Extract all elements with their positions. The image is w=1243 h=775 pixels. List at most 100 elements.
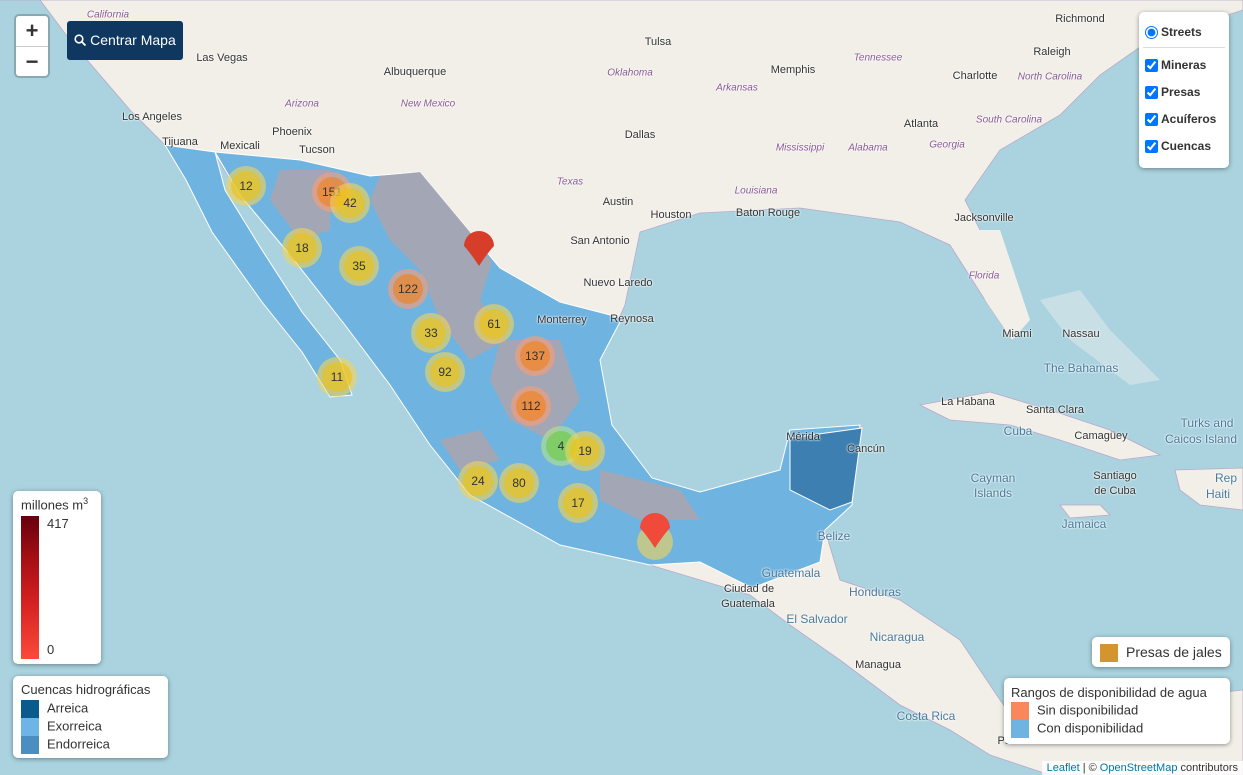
center-map-button[interactable]: Centrar Mapa: [67, 21, 183, 60]
layer-label: Cuencas: [1161, 139, 1212, 153]
place-label: Santiago: [1093, 470, 1137, 482]
layer-label: Acuíferos: [1161, 112, 1217, 126]
marker-cluster[interactable]: 18: [282, 228, 322, 268]
gray-region: [440, 430, 500, 470]
marker-cluster[interactable]: 33: [411, 313, 451, 353]
marker-cluster[interactable]: 42: [330, 183, 370, 223]
leaflet-link[interactable]: Leaflet: [1046, 762, 1080, 774]
swatch: [1100, 644, 1118, 663]
marker-cluster[interactable]: 17: [558, 483, 598, 523]
marker-cluster[interactable]: 80: [499, 463, 539, 503]
osm-link[interactable]: OpenStreetMap: [1099, 762, 1178, 774]
marker-cluster[interactable]: 19: [565, 431, 605, 471]
place-label: Nicaragua: [869, 630, 925, 644]
overlay[interactable]: Presas: [1145, 85, 1200, 99]
cluster-count: 92: [430, 357, 460, 387]
place-label: Nuevo Laredo: [583, 277, 653, 289]
swatch: [21, 718, 39, 736]
checkbox[interactable]: [1145, 112, 1158, 126]
marker-cluster[interactable]: 112: [511, 386, 551, 426]
place-label: Guatemala: [761, 566, 821, 580]
ramp-min: 0: [47, 642, 55, 657]
zoom-out[interactable]: −: [25, 49, 39, 74]
place-label: Jamaica: [1061, 517, 1107, 531]
place-label: Albuquerque: [383, 66, 447, 78]
land-cuba: [918, 391, 1162, 461]
item-label: Endorreica: [47, 736, 110, 752]
radio[interactable]: [1145, 25, 1158, 39]
cluster-count: 122: [393, 274, 423, 304]
item-label: Exorreica: [47, 718, 102, 734]
place-label: Los Angeles: [122, 111, 182, 123]
cluster-count: 112: [516, 391, 546, 421]
place-label: Tennessee: [853, 52, 903, 64]
place-label: Ciudad de: [723, 583, 775, 595]
place-label: Tulsa: [644, 36, 672, 48]
place-label: Arizona: [285, 98, 319, 110]
exponent: 3: [83, 496, 89, 506]
zoom-in[interactable]: +: [16, 16, 48, 47]
place-label: Texas: [556, 176, 584, 188]
button-label: Centrar Mapa: [90, 32, 176, 48]
legend-item: Arreica: [21, 700, 88, 718]
place-label: Florida: [968, 270, 1000, 282]
checkbox[interactable]: [1145, 58, 1158, 72]
place-label: Raleigh: [1033, 46, 1071, 58]
overlay[interactable]: Acuíferos: [1145, 112, 1216, 126]
place-label: Santa Clara: [1025, 404, 1085, 416]
marker-cluster[interactable]: 61: [474, 304, 514, 344]
swatch: [1011, 702, 1029, 720]
cluster-count: 19: [570, 436, 600, 466]
place-label: Houston: [650, 209, 692, 221]
place-label: Tijuana: [162, 136, 198, 148]
cluster-count: 42: [335, 188, 365, 218]
legend-title: Rangos de disponibilidad de agua: [1011, 685, 1207, 700]
place-label: Turks and: [1180, 416, 1234, 430]
cluster-count: 24: [463, 466, 493, 496]
attribution: Leaflet | © OpenStreetMap contributors: [1041, 761, 1243, 775]
place-label: Costa Rica: [896, 709, 956, 723]
place-label: Louisiana: [734, 185, 778, 197]
land-baja: [164, 144, 353, 398]
marker-cluster[interactable]: 92: [425, 352, 465, 392]
marker-cluster[interactable]: 122: [388, 269, 428, 309]
marker-cluster[interactable]: 137: [515, 336, 555, 376]
place-label: Alabama: [848, 142, 888, 154]
cluster-count: 33: [416, 318, 446, 348]
overlay[interactable]: Cuencas: [1145, 139, 1211, 153]
place-label: North Carolina: [1017, 71, 1083, 83]
pin: [464, 231, 494, 266]
place-label: La Habana: [941, 396, 995, 408]
place-label: Cayman: [970, 471, 1016, 485]
legend-title: Cuencas hidrográficas: [21, 682, 151, 697]
marker-cluster[interactable]: 35: [339, 246, 379, 286]
cluster-count: 12: [231, 171, 261, 201]
place-label: Reynosa: [610, 313, 654, 325]
layer-label: Presas: [1161, 85, 1201, 99]
place-label: Phoenix: [272, 126, 312, 138]
land-hispaniola: [1174, 467, 1243, 511]
item-label: Con disponibilidad: [1037, 720, 1144, 736]
title-text: millones m: [21, 497, 84, 513]
cluster-count: 11: [322, 362, 352, 392]
place-label: Miami: [1002, 328, 1032, 340]
overlay[interactable]: Mineras: [1145, 58, 1206, 72]
place-label: Rep: [1214, 471, 1238, 485]
pin: [640, 513, 670, 548]
place-label: Mérida: [786, 431, 820, 443]
search-icon: [74, 34, 87, 47]
layer-label: Mineras: [1161, 58, 1207, 72]
ramp-max: 417: [47, 516, 69, 531]
marker-cluster[interactable]: 11: [317, 357, 357, 397]
availability-legend: Rangos de disponibilidad de agua Sin dis…: [1004, 678, 1230, 744]
checkbox[interactable]: [1145, 139, 1158, 153]
cluster-count: 137: [520, 341, 550, 371]
marker-cluster[interactable]: 24: [458, 461, 498, 501]
legend-item: Exorreica: [21, 718, 102, 736]
base-layer[interactable]: Streets: [1145, 25, 1202, 39]
place-label: Arkansas: [716, 82, 758, 94]
checkbox[interactable]: [1145, 85, 1158, 99]
land-bahamas: [1040, 290, 1160, 385]
marker-cluster[interactable]: 12: [226, 166, 266, 206]
